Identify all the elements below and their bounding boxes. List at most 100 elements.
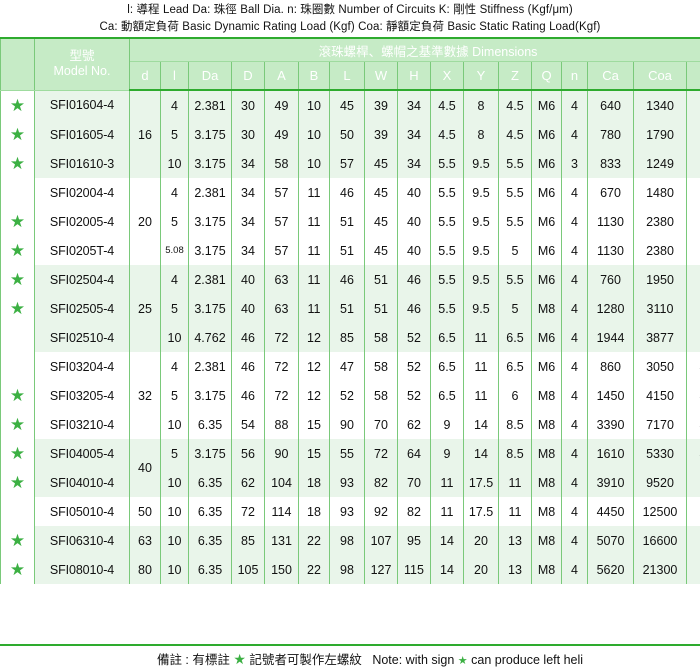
cell-n: 4 — [561, 410, 588, 439]
cell-coa: 7170 — [633, 410, 687, 439]
cell-k: 90 — [685, 555, 700, 584]
cell-n: 4 — [561, 207, 588, 236]
star-icon: ★ — [9, 95, 26, 115]
model-no-cell[interactable]: SFI02510-4 — [34, 323, 130, 352]
footer-note-eng-prefix: Note: with sign — [372, 653, 455, 667]
cell-x: 5.5 — [430, 236, 464, 265]
cell-coa: 5330 — [633, 439, 687, 468]
cell-z: 6 — [498, 381, 532, 410]
cell-h: 52 — [397, 323, 431, 352]
model-no-cell[interactable]: SFI03205-4 — [34, 381, 130, 410]
left-thread-marker-cell: ★ — [0, 265, 35, 294]
model-no-cell[interactable]: SFI04005-4 — [34, 439, 130, 468]
cell-l: 5.08 — [160, 236, 189, 265]
cell-l: 5 — [160, 439, 189, 468]
cell-n: 3 — [561, 149, 588, 178]
table-row: ★ SFI01610-3 10 3.175 34 58 10 57 45 34 5.5 9.5 5.5 M… — [0, 149, 700, 178]
cell-ca: 3390 — [587, 410, 634, 439]
cell-a: 72 — [264, 352, 299, 381]
cell-b: 22 — [298, 555, 330, 584]
cell-h: 82 — [397, 497, 431, 526]
model-no-cell[interactable]: SFI02504-4 — [34, 265, 130, 294]
cell-x: 14 — [430, 555, 464, 584]
model-no-cell[interactable]: SFI08010-4 — [34, 555, 130, 584]
table-row: ★ SFI08010-4 80 10 6.35 105 150 22 98 127 115 14 20 1… — [0, 555, 700, 584]
star-icon: ★ — [9, 444, 26, 463]
cell-coa: 21300 — [633, 555, 687, 584]
model-no-cell[interactable]: SFI0205T-4 — [34, 236, 130, 265]
shaft-diameter-cell: 16 — [129, 90, 161, 178]
cell-k: 15 — [685, 149, 700, 178]
star-icon: ★ — [9, 415, 26, 434]
cell-da: 6.35 — [188, 410, 232, 439]
cell-ca: 1130 — [587, 236, 634, 265]
cell-w: 39 — [364, 90, 398, 120]
cell-l: 90 — [329, 410, 365, 439]
left-thread-marker-cell: ★ — [0, 236, 35, 265]
cell-y: 9.5 — [463, 265, 499, 294]
legend-line-2: Ca: 動額定負荷 Basic Dynamic Rating Load (Kgf… — [99, 21, 601, 33]
model-no-cell[interactable]: SFI02505-4 — [34, 294, 130, 323]
star-icon: ★ — [233, 651, 246, 667]
column-header-l: L — [329, 61, 365, 91]
cell-h: 95 — [397, 526, 431, 555]
cell-coa: 3110 — [633, 294, 687, 323]
cell-da: 3.175 — [188, 381, 232, 410]
model-no-cell[interactable]: SFI05010-4 — [34, 497, 130, 526]
table-row: ★ SFI03210-4 10 6.35 54 88 15 90 70 62 9 14 8.5 M8 4 33… — [0, 410, 700, 439]
model-no-cell[interactable]: SFI03210-4 — [34, 410, 130, 439]
legend-block: l: 導程 Lead Da: 珠徑 Ball Dia. n: 珠圈數 Numbe… — [0, 0, 700, 37]
cell-k: 16 — [685, 90, 700, 120]
cell-x: 11 — [430, 497, 464, 526]
cell-q: M6 — [531, 178, 562, 207]
cell-l: 5 — [160, 294, 189, 323]
model-no-cell[interactable]: SFI03204-4 — [34, 352, 130, 381]
model-no-cell[interactable]: SFI04010-4 — [34, 468, 130, 497]
cell-coa: 2380 — [633, 207, 687, 236]
model-no-cell[interactable]: SFI02005-4 — [34, 207, 130, 236]
cell-coa: 4150 — [633, 381, 687, 410]
cell-h: 70 — [397, 468, 431, 497]
cell-q: M8 — [531, 410, 562, 439]
table-row: ★ SFI01604-4 16 4 2.381 30 49 10 45 39 34 4.5 8 4.5 M6… — [0, 90, 700, 178]
cell-b: 15 — [298, 410, 330, 439]
cell-da: 3.175 — [188, 207, 232, 236]
table-row: ★ SFI02504-4 25 4 2.381 40 63 11 46 51 46 5.5 9.5 5.5… — [0, 265, 700, 352]
cell-q: M8 — [531, 526, 562, 555]
cell-w: 58 — [364, 323, 398, 352]
column-header-d: D — [231, 61, 265, 91]
model-no-cell[interactable]: SFI01605-4 — [34, 120, 130, 149]
cell-z: 5.5 — [498, 265, 532, 294]
cell-da: 6.35 — [188, 526, 232, 555]
cell-q: M6 — [531, 236, 562, 265]
cell-n: 4 — [561, 352, 588, 381]
cell-k: 35 — [685, 294, 700, 323]
cell-z: 5.5 — [498, 207, 532, 236]
cell-a: 72 — [264, 323, 299, 352]
column-header-z: Z — [498, 61, 532, 91]
cell-b: 10 — [298, 149, 330, 178]
cell-d: 72 — [231, 497, 265, 526]
left-thread-marker-cell: ★ — [0, 90, 35, 120]
model-no-cell[interactable]: SFI06310-4 — [34, 526, 130, 555]
cell-z: 5.5 — [498, 178, 532, 207]
model-no-cell[interactable]: SFI01604-4 — [34, 90, 130, 120]
column-header-n: n — [561, 61, 588, 91]
cell-a: 49 — [264, 120, 299, 149]
table-row: ★SFI05010-450106.3572114189392821117.511… — [0, 497, 700, 526]
cell-w: 72 — [364, 439, 398, 468]
cell-d: 62 — [231, 468, 265, 497]
cell-a: 63 — [264, 265, 299, 294]
table-body: ★ SFI01604-4 16 4 2.381 30 49 10 45 39 34 4.5 8 4.5 M6… — [0, 90, 700, 584]
cell-x: 6.5 — [430, 352, 464, 381]
cell-l: 4 — [160, 178, 189, 207]
cell-b: 12 — [298, 323, 330, 352]
cell-w: 51 — [364, 294, 398, 323]
model-no-cell[interactable]: SFI01610-3 — [34, 149, 130, 178]
cell-da: 3.175 — [188, 294, 232, 323]
cell-q: M6 — [531, 90, 562, 120]
cell-coa: 2380 — [633, 236, 687, 265]
model-no-cell[interactable]: SFI02004-4 — [34, 178, 130, 207]
cell-da: 3.175 — [188, 236, 232, 265]
